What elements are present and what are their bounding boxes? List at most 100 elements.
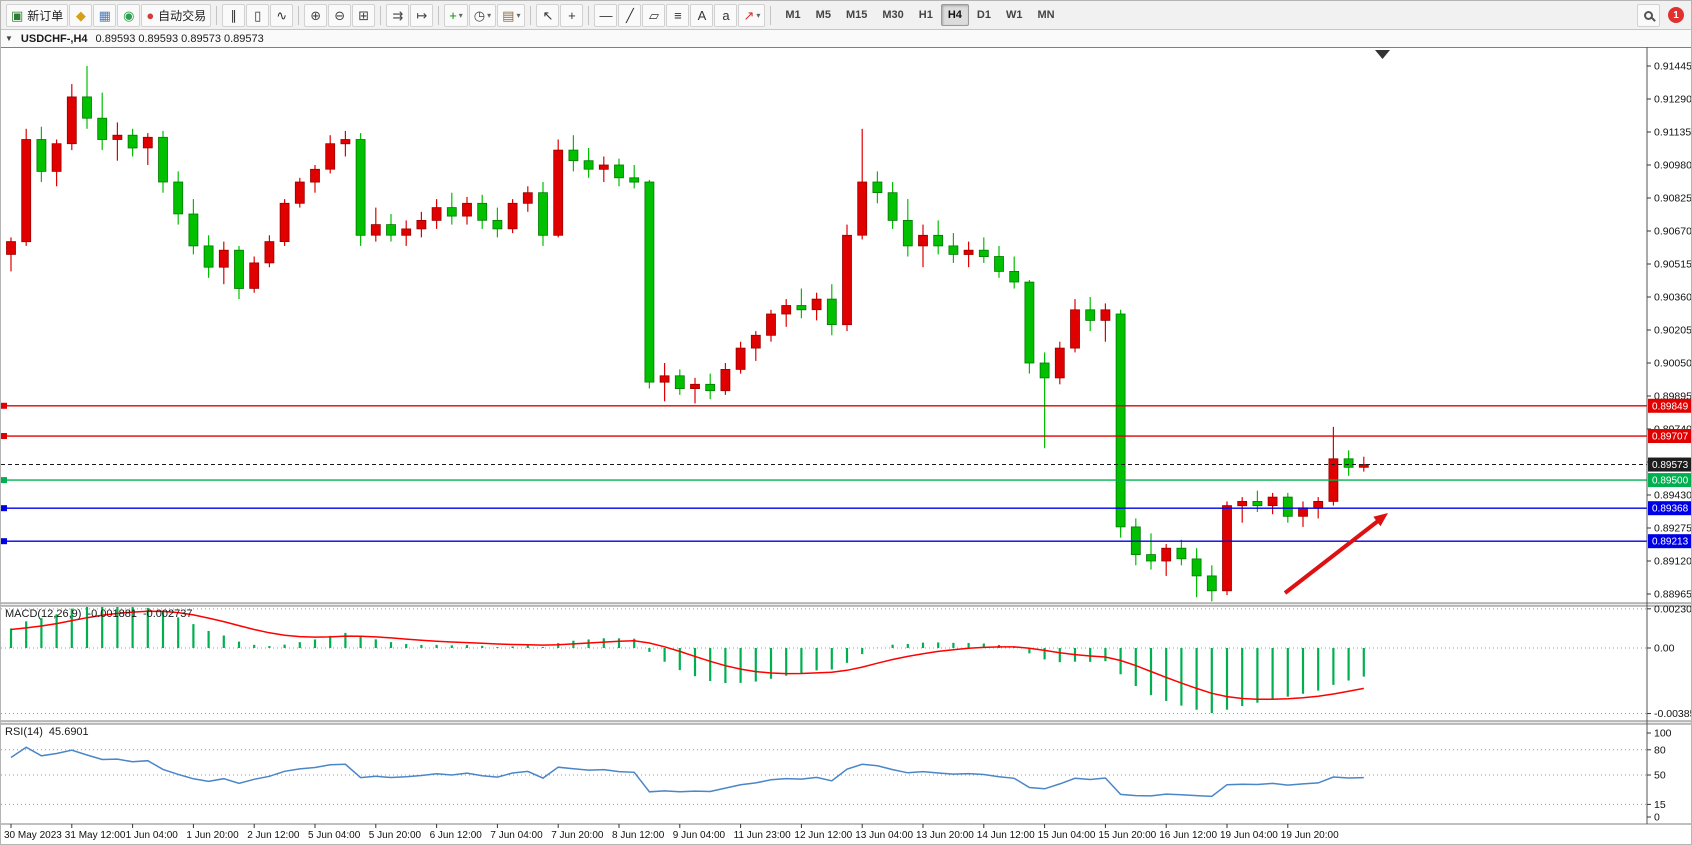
candle-body — [568, 149, 579, 162]
resistance-line-1[interactable] — [1, 402, 1647, 409]
resistance-line-2-price-label: 0.89707 — [1648, 429, 1691, 444]
bar-chart-button[interactable]: ∥ — [222, 3, 246, 27]
rsi-label: RSI(14) 45.6901 — [5, 726, 95, 738]
new-order-button[interactable]: ▣ 新订单 — [6, 3, 69, 27]
arrows-tool-button[interactable]: ↗ ▾ — [738, 3, 766, 27]
timeframe-button-m15[interactable]: M15 — [845, 9, 868, 21]
text-tool-button[interactable]: A — [690, 3, 714, 27]
candle-body — [234, 249, 244, 289]
candle-body — [1206, 575, 1217, 592]
candle-body — [644, 181, 655, 383]
candle-body — [6, 241, 16, 255]
toolbar-separator — [588, 5, 590, 25]
new-order-button-label: 新订单 — [27, 8, 64, 23]
timeframe-button-w1[interactable]: W1 — [1005, 9, 1023, 21]
candle-body — [674, 375, 685, 389]
candle-body — [416, 219, 427, 230]
indicators-button[interactable]: + ▾ — [444, 3, 468, 27]
candle-body — [553, 149, 564, 236]
price-axis[interactable]: 0.91445 0.91290 0.91135 0.90980 0.90825 0.906… — [1647, 61, 1692, 824]
auto-scroll-button[interactable]: ⇉ — [386, 3, 410, 27]
svg-text:0.89368: 0.89368 — [1652, 504, 1689, 515]
candle-body — [1222, 505, 1232, 592]
line-chart-button[interactable]: ∿ — [270, 3, 294, 27]
candle-body — [948, 245, 959, 255]
candle-body — [249, 262, 260, 289]
chart-window: ▼ USDCHF-,H4 0.89593 0.89593 0.89573 0.8… — [1, 30, 1692, 845]
chevron-down-icon: ▾ — [756, 10, 761, 20]
candlestick-button[interactable]: ▯ — [246, 3, 270, 27]
zoom-out-button[interactable]: ⊖ — [328, 3, 352, 27]
candle-body — [477, 202, 488, 221]
price-tick-label: 0.90980 — [1654, 159, 1692, 171]
time-tick-label: 13 Jun 20:00 — [916, 830, 974, 841]
candle-body — [705, 383, 716, 392]
periods-button[interactable]: ◷ ▾ — [468, 3, 497, 27]
timeframe-button-m5[interactable]: M5 — [815, 9, 831, 21]
candle-body — [994, 256, 1004, 272]
chart-shift-button[interactable]: ↦ — [410, 3, 434, 27]
timeframe-button-m1[interactable]: M1 — [785, 9, 801, 21]
candle-body — [264, 241, 275, 264]
time-tick-label: 15 Jun 04:00 — [1038, 830, 1096, 841]
timeframe-button-m30[interactable]: M30 — [882, 9, 904, 21]
label-tool-button[interactable]: a — [714, 3, 738, 27]
fibonacci-tool-button[interactable]: ≡ — [666, 3, 690, 27]
tile-windows-button[interactable]: ⊞ — [352, 3, 376, 27]
svg-text:0.89849: 0.89849 — [1652, 401, 1689, 412]
crosshair-button[interactable]: + — [560, 3, 584, 27]
candle-body — [294, 181, 305, 204]
macd-label: MACD(12,26,9) -0.001881 -0.002737 — [5, 608, 199, 620]
candle-body — [933, 234, 944, 247]
support-line-blue-2[interactable] — [1, 538, 1647, 545]
zoom-in-button[interactable]: ⊕ — [304, 3, 328, 27]
timeframe-button-h4[interactable]: H4 — [940, 4, 969, 26]
scroll-position-marker[interactable] — [1375, 50, 1390, 59]
macd-axis-label: 0.00 — [1654, 643, 1675, 655]
candle-body — [978, 249, 989, 257]
candle-body — [857, 181, 868, 236]
candle-body — [690, 383, 700, 389]
support-line-blue-2-left-marker — [1, 538, 7, 545]
navigator-button[interactable]: ◉ — [117, 3, 141, 27]
rsi-pane — [10, 746, 1364, 798]
notifications-badge[interactable]: 1 — [1668, 7, 1684, 23]
pane-separators[interactable] — [1, 47, 1692, 825]
time-axis[interactable]: 30 May 2023 31 May 12:00 1 Jun 04:00 1 Jun … — [4, 824, 1339, 841]
support-line-green[interactable] — [1, 477, 1647, 484]
trend-arrow-annotation[interactable] — [1283, 513, 1388, 595]
price-tick-label: 0.89120 — [1654, 555, 1692, 567]
trendline-tool-button[interactable]: ╱ — [618, 3, 642, 27]
channel-tool-button[interactable]: ▱ — [642, 3, 666, 27]
market-watch-button[interactable]: ◆ — [69, 3, 93, 27]
timeframe-button-d1[interactable]: D1 — [976, 9, 991, 21]
support-line-blue-1[interactable] — [1, 505, 1647, 512]
price-tick-label: 0.91290 — [1654, 93, 1692, 105]
chart-menu-icon[interactable]: ▼ — [5, 34, 13, 43]
time-tick-label: 7 Jun 20:00 — [551, 830, 604, 841]
support-line-blue-1-left-marker — [1, 505, 7, 512]
candle-body — [1100, 309, 1111, 321]
auto-trading-button[interactable]: ● 自动交易 — [141, 3, 212, 27]
data-window-button[interactable]: ▦ — [93, 3, 117, 27]
chart-title: USDCHF-,H4 — [20, 32, 88, 45]
resistance-line-2[interactable] — [1, 433, 1647, 440]
horizontal-line-icon: — — [599, 7, 613, 23]
candle-body — [127, 134, 138, 149]
candle-body — [1282, 496, 1293, 517]
rsi-axis-label: 50 — [1654, 770, 1666, 782]
chart-canvas[interactable]: 0.91445 0.91290 0.91135 0.90980 0.90825 0.906… — [1, 47, 1692, 845]
macd-signal-value: -0.002737 — [142, 608, 193, 620]
hline-tool-button[interactable]: — — [594, 3, 618, 27]
text-label-icon: a — [722, 7, 730, 23]
search-button[interactable] — [1637, 3, 1660, 27]
cursor-button[interactable]: ↖ — [536, 3, 560, 27]
timeframe-button-h1[interactable]: H1 — [918, 9, 933, 21]
time-tick-label: 5 Jun 20:00 — [369, 830, 422, 841]
time-tick-label: 11 Jun 23:00 — [734, 830, 792, 841]
timeframe-button-mn[interactable]: MN — [1037, 9, 1055, 21]
templates-button[interactable]: ▤ ▾ — [497, 3, 526, 27]
candle-body — [811, 298, 822, 311]
candle-body — [1298, 507, 1308, 517]
candle-body — [963, 249, 974, 255]
